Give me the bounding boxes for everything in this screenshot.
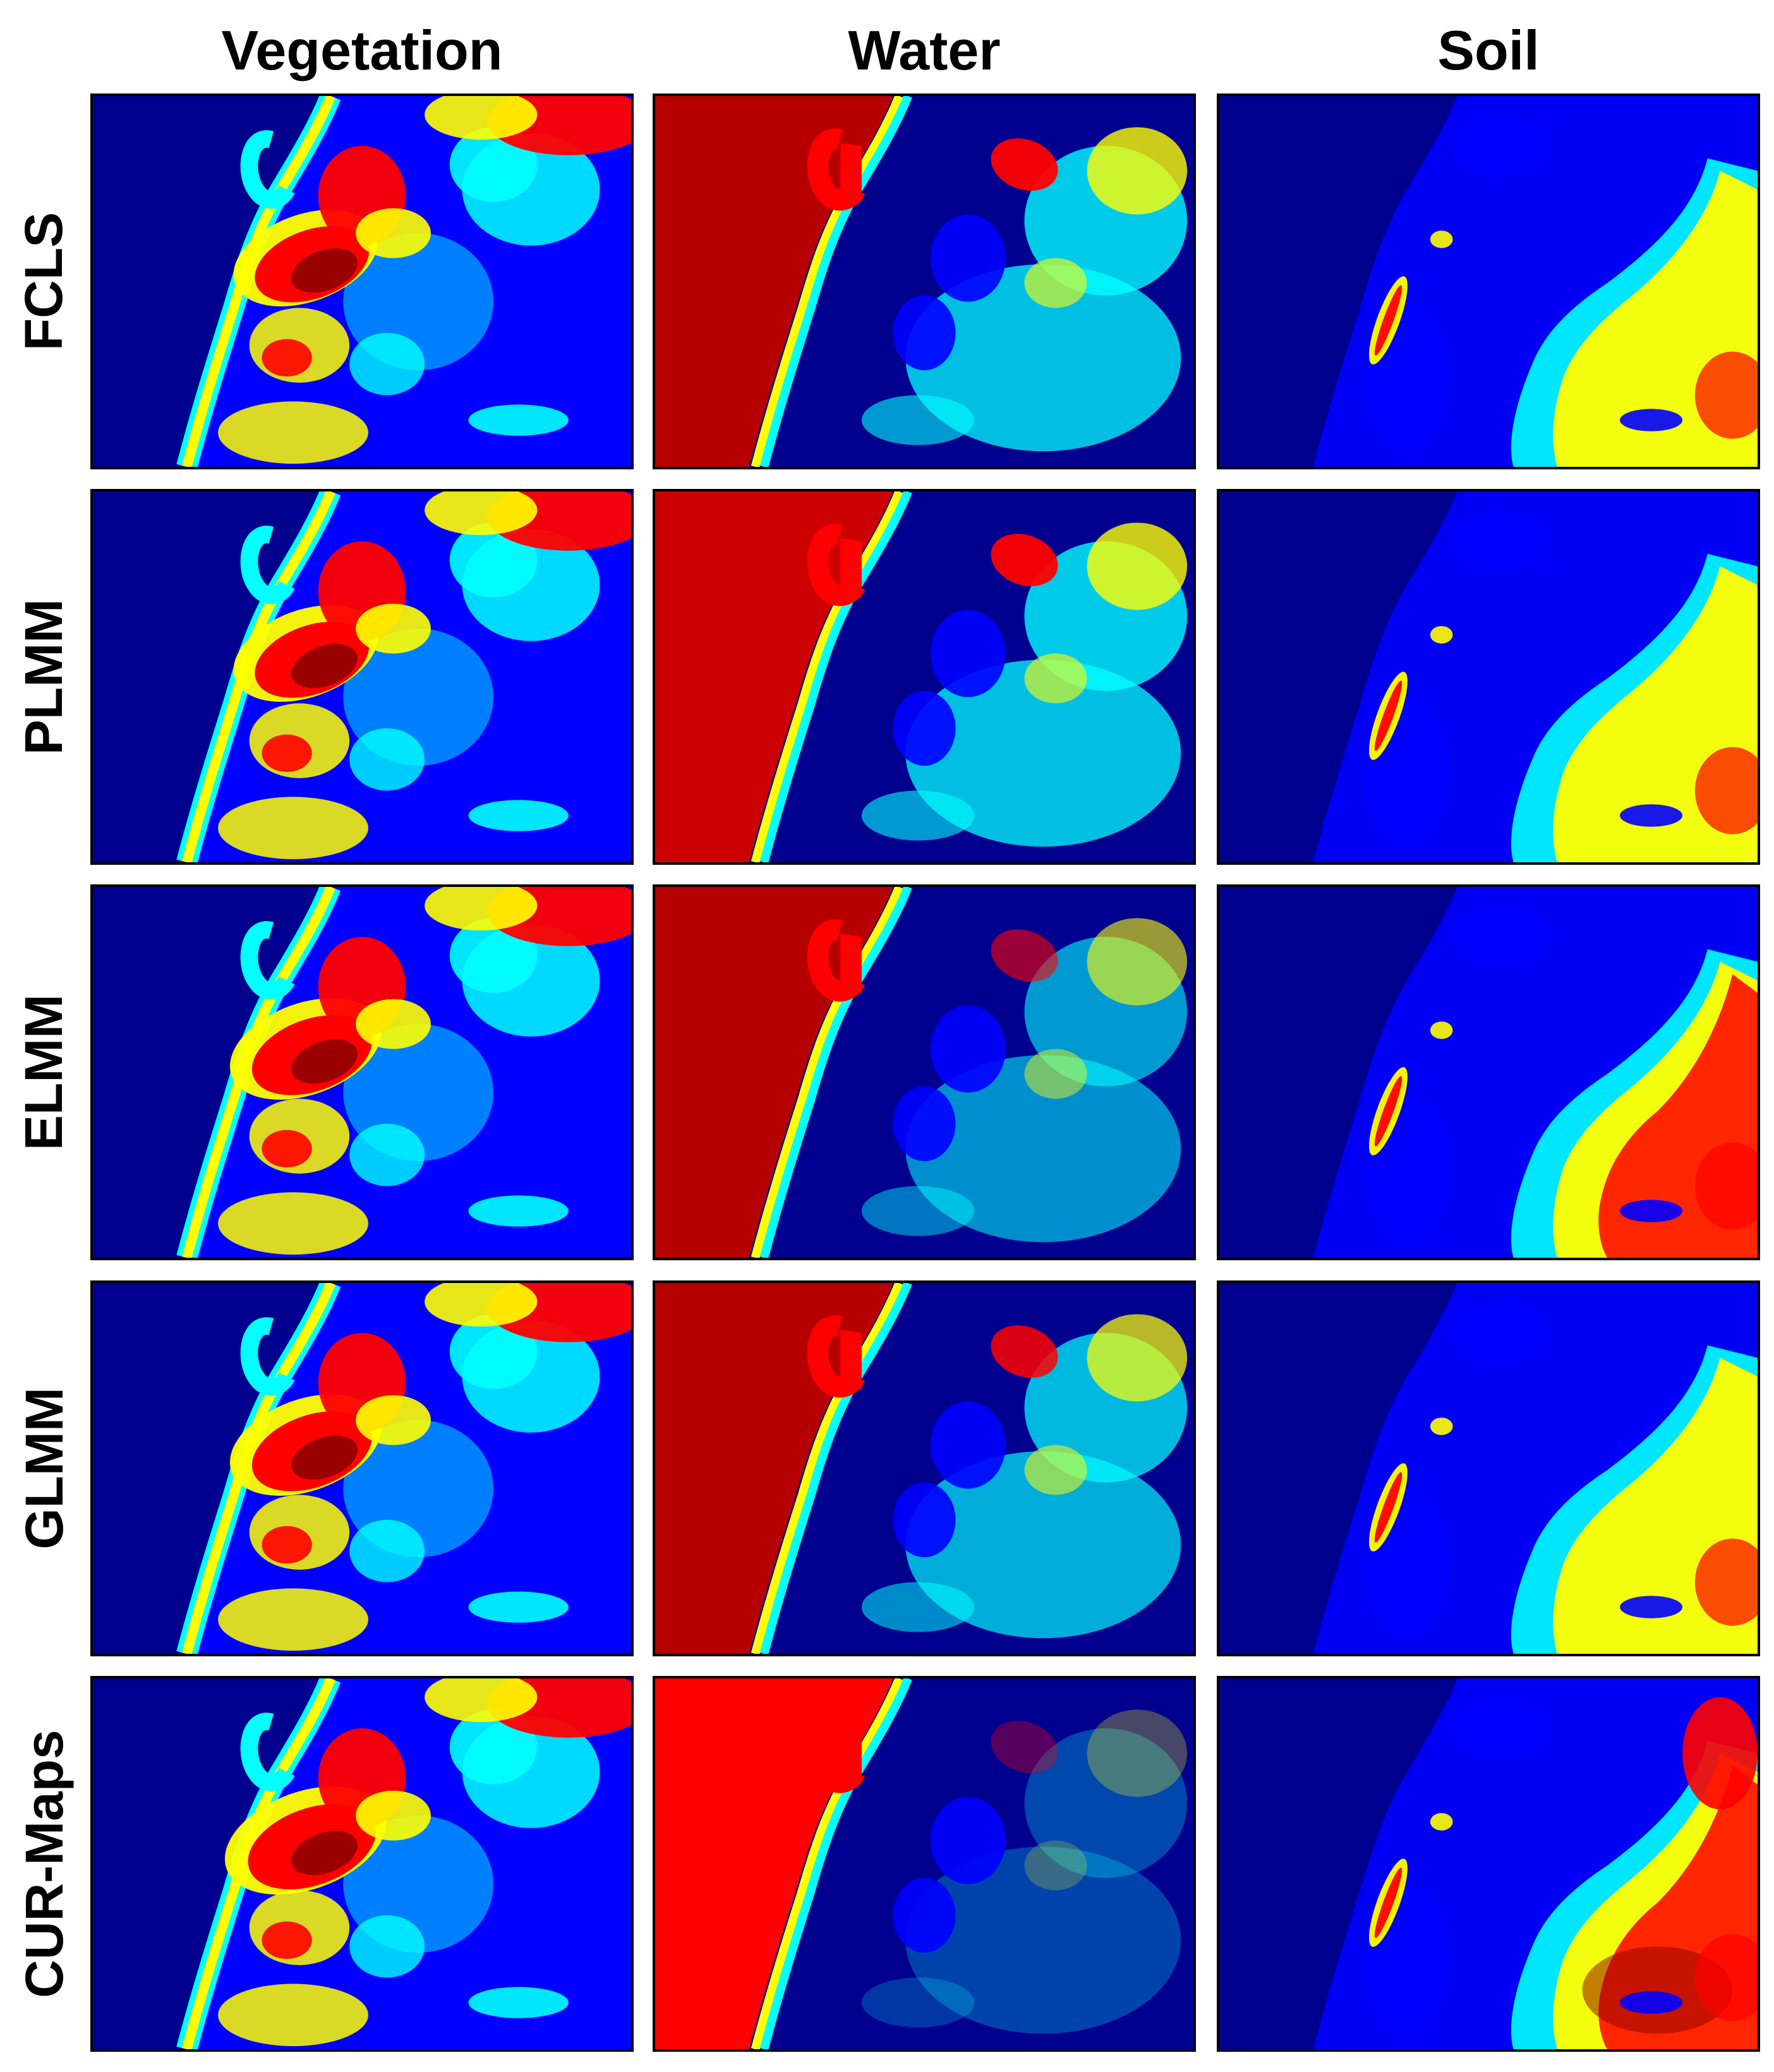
abundance-map-image [655, 887, 1193, 1258]
abundance-map-image [93, 1283, 631, 1654]
row-label-plmm: PLMM [0, 489, 88, 865]
abundance-map-plmm-soil [1217, 489, 1760, 865]
abundance-map-plmm-water [653, 489, 1196, 865]
row-label-cur-maps: CUR-Maps [0, 1676, 88, 2052]
abundance-map-elmm-soil [1217, 884, 1760, 1260]
abundance-map-image [1219, 887, 1758, 1258]
abundance-map-fcls-vegetation [90, 93, 634, 469]
abundance-map-image [1219, 491, 1758, 862]
abundance-map-plmm-vegetation [90, 489, 634, 865]
abundance-map-image [93, 887, 631, 1258]
abundance-map-image [655, 1678, 1193, 2049]
abundance-map-image [655, 491, 1193, 862]
row-label-elmm: ELMM [0, 884, 88, 1260]
row-label-text: ELMM [14, 994, 74, 1151]
row-label-text: GLMM [14, 1387, 74, 1550]
abundance-map-image [1219, 96, 1758, 467]
abundance-map-image [93, 491, 631, 862]
abundance-map-glmm-vegetation [90, 1280, 634, 1656]
abundance-map-image [655, 1283, 1193, 1654]
abundance-map-glmm-water [653, 1280, 1196, 1656]
abundance-map-image [1219, 1678, 1758, 2049]
row-label-text: CUR-Maps [14, 1730, 74, 1998]
abundance-map-cur-maps-water [653, 1676, 1196, 2052]
abundance-map-cur-maps-soil [1217, 1676, 1760, 2052]
abundance-map-image [93, 96, 631, 467]
abundance-map-image [1219, 1283, 1758, 1654]
row-label-text: FCLS [14, 212, 74, 351]
abundance-map-fcls-water [653, 93, 1196, 469]
abundance-map-glmm-soil [1217, 1280, 1760, 1656]
abundance-map-image [93, 1678, 631, 2049]
abundance-map-cur-maps-vegetation [90, 1676, 634, 2052]
row-label-glmm: GLMM [0, 1280, 88, 1656]
row-label-text: PLMM [14, 598, 74, 756]
column-header-soil: Soil [1437, 19, 1540, 81]
abundance-map-elmm-water [653, 884, 1196, 1260]
abundance-map-image [655, 96, 1193, 467]
abundance-map-elmm-vegetation [90, 884, 634, 1260]
row-label-fcls: FCLS [0, 93, 88, 469]
column-header-vegetation: Vegetation [221, 19, 503, 81]
abundance-map-fcls-soil [1217, 93, 1760, 469]
column-header-water: Water [848, 19, 1001, 81]
